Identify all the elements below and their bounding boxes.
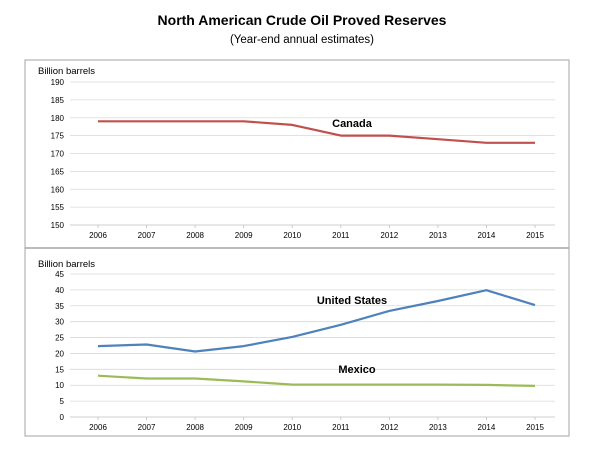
y-tick-label: 0 bbox=[60, 413, 65, 422]
x-tick-label: 2015 bbox=[526, 231, 544, 240]
y-tick-label: 165 bbox=[51, 167, 65, 176]
chart-subtitle: (Year-end annual estimates) bbox=[229, 34, 375, 46]
x-tick-label: 2014 bbox=[478, 231, 496, 240]
y-tick-label: 10 bbox=[55, 381, 64, 390]
series-label-mexico: Mexico bbox=[338, 364, 376, 376]
x-tick-label: 2009 bbox=[235, 423, 253, 432]
x-tick-label: 2010 bbox=[283, 423, 301, 432]
x-tick-label: 2012 bbox=[380, 231, 398, 240]
y-tick-label: 5 bbox=[60, 397, 65, 406]
series-label-united-states: United States bbox=[317, 295, 387, 307]
x-tick-label: 2007 bbox=[138, 423, 156, 432]
series-label-canada: Canada bbox=[332, 118, 373, 130]
x-tick-label: 2009 bbox=[235, 231, 253, 240]
y-tick-label: 150 bbox=[51, 221, 65, 230]
chart-title: North American Crude Oil Proved Reserves bbox=[157, 12, 447, 28]
y-axis-label: Billion barrels bbox=[38, 259, 95, 270]
x-tick-label: 2013 bbox=[429, 423, 447, 432]
y-tick-label: 185 bbox=[51, 96, 65, 105]
x-tick-label: 2011 bbox=[332, 231, 350, 240]
x-tick-label: 2012 bbox=[380, 423, 398, 432]
x-tick-label: 2015 bbox=[526, 423, 544, 432]
y-axis-label: Billion barrels bbox=[38, 66, 95, 77]
y-tick-label: 45 bbox=[55, 270, 64, 279]
y-tick-label: 15 bbox=[55, 365, 64, 374]
y-tick-label: 170 bbox=[51, 150, 65, 159]
y-tick-label: 40 bbox=[55, 286, 64, 295]
x-tick-label: 2006 bbox=[89, 423, 107, 432]
y-tick-label: 35 bbox=[55, 302, 64, 311]
series-line-mexico bbox=[97, 374, 536, 387]
y-tick-label: 155 bbox=[51, 203, 65, 212]
series-line-canada bbox=[98, 120, 535, 144]
x-tick-label: 2013 bbox=[429, 231, 447, 240]
y-tick-label: 20 bbox=[55, 349, 64, 358]
y-tick-label: 175 bbox=[51, 132, 65, 141]
x-tick-label: 2011 bbox=[332, 423, 350, 432]
x-tick-label: 2007 bbox=[138, 231, 156, 240]
y-tick-label: 180 bbox=[51, 114, 65, 123]
x-tick-label: 2008 bbox=[186, 231, 204, 240]
x-tick-label: 2006 bbox=[89, 231, 107, 240]
series-line-united-states bbox=[97, 289, 536, 353]
x-tick-label: 2008 bbox=[186, 423, 204, 432]
y-tick-label: 25 bbox=[55, 334, 64, 343]
y-tick-label: 160 bbox=[51, 185, 65, 194]
x-tick-label: 2014 bbox=[478, 423, 496, 432]
x-tick-label: 2010 bbox=[283, 231, 301, 240]
y-tick-label: 190 bbox=[51, 78, 65, 87]
y-tick-label: 30 bbox=[55, 318, 64, 327]
